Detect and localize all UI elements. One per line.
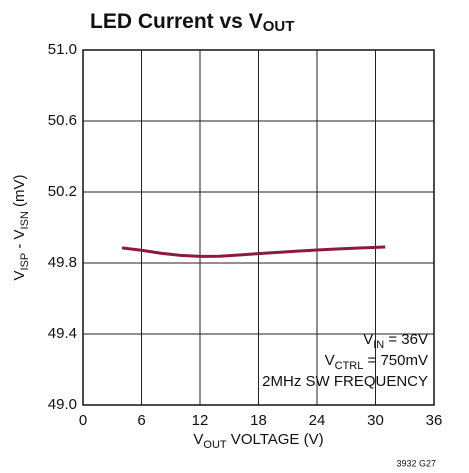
y-tick-label: 49.8 (48, 254, 77, 271)
subscript: CTRL (335, 360, 364, 372)
y-tick-label: 51.0 (48, 41, 77, 58)
data-line (121, 245, 386, 258)
y-tick-label: 50.6 (48, 112, 77, 129)
x-tick-label: 24 (309, 412, 326, 429)
plot-frame (82, 49, 435, 406)
y-tick-label: 50.2 (48, 183, 77, 200)
x-tick-label: 18 (250, 412, 267, 429)
text-part: VOLTAGE (V) (227, 431, 324, 448)
text-part: = 36V (384, 331, 428, 348)
text-part: V (11, 271, 28, 281)
text-part: - V (11, 229, 28, 252)
x-axis-label: VOUT VOLTAGE (V) (193, 431, 323, 451)
subscript: ISP (19, 253, 31, 271)
chart-title: LED Current vs VOUT (90, 10, 294, 35)
text-part: V (363, 331, 373, 348)
x-tick-label: 0 (79, 412, 87, 429)
annotation: 2MHz SW FREQUENCY (262, 373, 428, 390)
x-tick-label: 36 (426, 412, 443, 429)
x-tick-label: 6 (137, 412, 145, 429)
x-tick-label: 12 (192, 412, 209, 429)
text-part: V (193, 431, 203, 448)
text-part: (mV) (11, 174, 28, 211)
text-part: 2MHz SW FREQUENCY (262, 373, 428, 390)
y-tick-label: 49.0 (48, 396, 77, 413)
y-axis-label: VISP - VISN (mV) (11, 174, 31, 280)
subscript: IN (373, 339, 384, 351)
text-part: V (325, 352, 335, 369)
text-part: = 750mV (363, 352, 428, 369)
subscript: OUT (203, 439, 227, 451)
annotation: VIN = 36V (363, 331, 428, 351)
figure-note: 3932 G27 (396, 458, 436, 468)
annotation: VCTRL = 750mV (325, 352, 428, 372)
subscript: OUT (263, 18, 295, 35)
subscript: ISN (19, 211, 31, 229)
text-part: LED Current vs V (90, 10, 263, 33)
y-tick-label: 49.4 (48, 325, 77, 342)
x-tick-label: 30 (367, 412, 384, 429)
